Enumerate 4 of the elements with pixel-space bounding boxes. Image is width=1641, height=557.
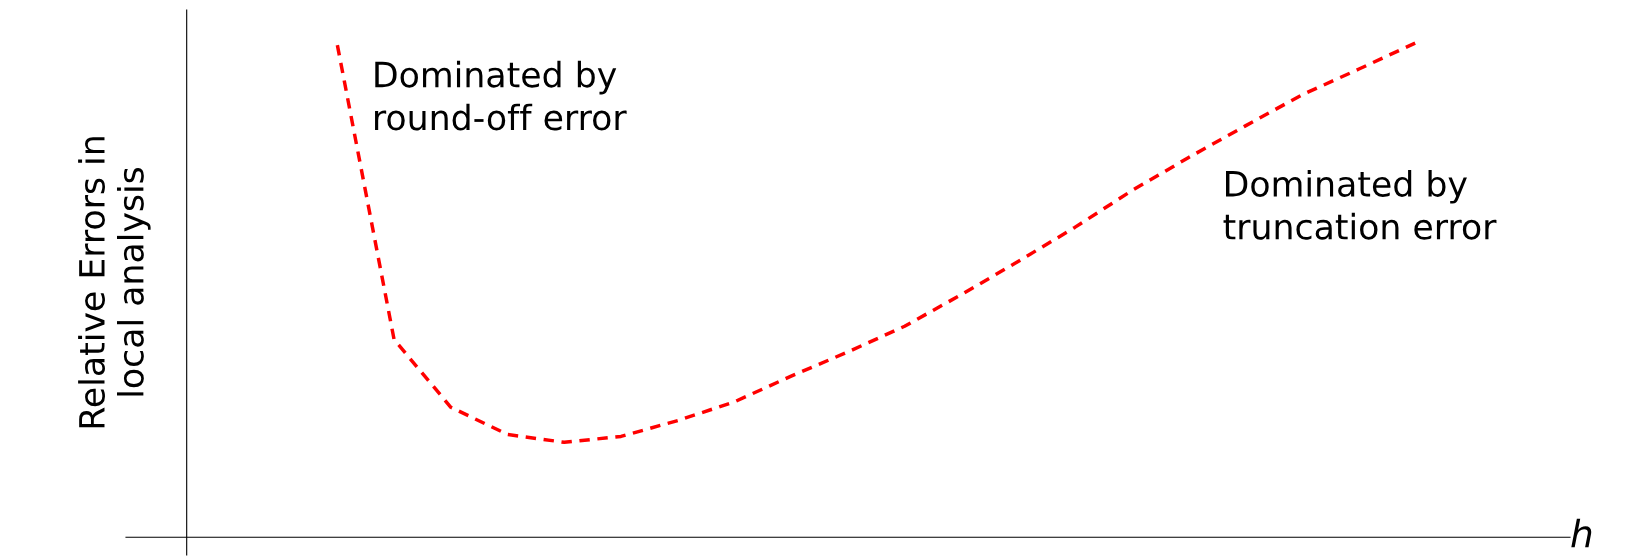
y-axis-title: Relative Errors in local analysis: [78, 137, 151, 428]
annotation: Dominated by truncation error: [1223, 170, 1497, 240]
x-axis-title: h: [1571, 518, 1592, 548]
annotation: Dominated by round-off error: [375, 60, 627, 131]
